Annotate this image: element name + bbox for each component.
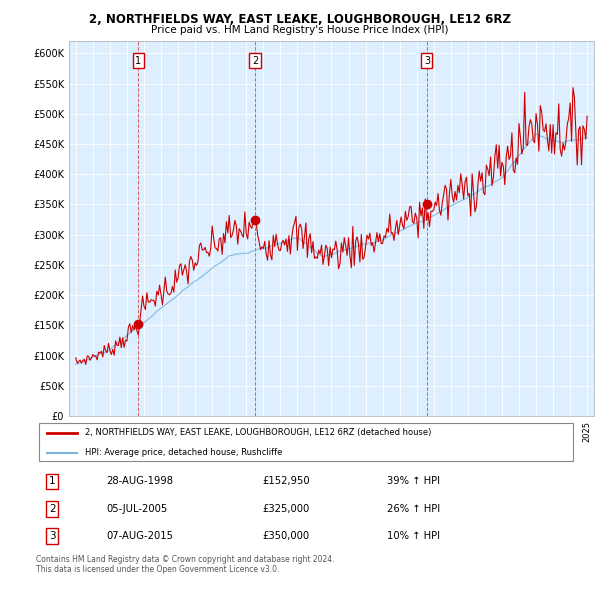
Text: HPI: Average price, detached house, Rushcliffe: HPI: Average price, detached house, Rush… (85, 448, 282, 457)
Text: This data is licensed under the Open Government Licence v3.0.: This data is licensed under the Open Gov… (36, 565, 280, 573)
Text: 3: 3 (49, 531, 56, 541)
Text: 07-AUG-2015: 07-AUG-2015 (106, 531, 173, 541)
Text: £325,000: £325,000 (263, 504, 310, 514)
Text: £350,000: £350,000 (263, 531, 310, 541)
Text: 2: 2 (49, 504, 56, 514)
Text: 1: 1 (49, 477, 56, 487)
Text: £152,950: £152,950 (263, 477, 310, 487)
Text: 05-JUL-2005: 05-JUL-2005 (106, 504, 167, 514)
Text: 26% ↑ HPI: 26% ↑ HPI (387, 504, 440, 514)
Text: 1: 1 (135, 55, 141, 65)
Text: Price paid vs. HM Land Registry's House Price Index (HPI): Price paid vs. HM Land Registry's House … (151, 25, 449, 35)
Text: 2, NORTHFIELDS WAY, EAST LEAKE, LOUGHBOROUGH, LE12 6RZ: 2, NORTHFIELDS WAY, EAST LEAKE, LOUGHBOR… (89, 13, 511, 26)
Text: 3: 3 (424, 55, 430, 65)
Text: 2, NORTHFIELDS WAY, EAST LEAKE, LOUGHBOROUGH, LE12 6RZ (detached house): 2, NORTHFIELDS WAY, EAST LEAKE, LOUGHBOR… (85, 428, 431, 437)
Text: 10% ↑ HPI: 10% ↑ HPI (387, 531, 440, 541)
Text: 39% ↑ HPI: 39% ↑ HPI (387, 477, 440, 487)
Text: 28-AUG-1998: 28-AUG-1998 (106, 477, 173, 487)
Text: Contains HM Land Registry data © Crown copyright and database right 2024.: Contains HM Land Registry data © Crown c… (36, 555, 335, 563)
FancyBboxPatch shape (39, 423, 574, 461)
Text: 2: 2 (252, 55, 258, 65)
